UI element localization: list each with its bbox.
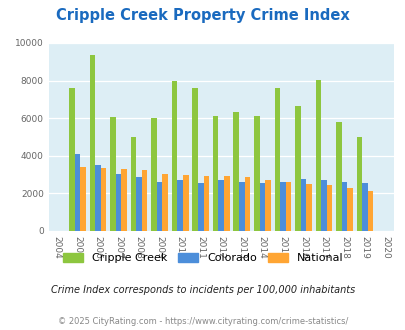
Bar bbox=[80, 167, 85, 231]
Bar bbox=[244, 178, 249, 231]
Bar bbox=[177, 180, 183, 231]
Text: Cripple Creek Property Crime Index: Cripple Creek Property Crime Index bbox=[56, 8, 349, 23]
Bar bbox=[121, 169, 127, 231]
Bar bbox=[224, 177, 229, 231]
Bar bbox=[367, 190, 373, 231]
Bar bbox=[264, 180, 270, 231]
Bar bbox=[239, 182, 244, 231]
Legend: Cripple Creek, Colorado, National: Cripple Creek, Colorado, National bbox=[58, 248, 347, 268]
Bar bbox=[156, 182, 162, 231]
Bar bbox=[326, 185, 331, 231]
Bar bbox=[233, 113, 239, 231]
Bar bbox=[198, 183, 203, 231]
Bar bbox=[285, 182, 290, 231]
Bar bbox=[356, 137, 361, 231]
Bar bbox=[130, 137, 136, 231]
Bar bbox=[213, 116, 218, 231]
Bar bbox=[136, 178, 141, 231]
Bar bbox=[95, 165, 100, 231]
Bar bbox=[115, 174, 121, 231]
Bar bbox=[162, 174, 168, 231]
Bar bbox=[315, 80, 320, 231]
Bar bbox=[110, 117, 115, 231]
Bar bbox=[183, 175, 188, 231]
Text: Crime Index corresponds to incidents per 100,000 inhabitants: Crime Index corresponds to incidents per… bbox=[51, 285, 354, 295]
Bar bbox=[100, 168, 106, 231]
Bar bbox=[341, 182, 346, 231]
Bar bbox=[254, 116, 259, 231]
Bar bbox=[274, 88, 279, 231]
Bar bbox=[203, 176, 209, 231]
Bar bbox=[346, 188, 352, 231]
Bar bbox=[305, 184, 311, 231]
Bar bbox=[335, 122, 341, 231]
Bar bbox=[141, 170, 147, 231]
Bar bbox=[218, 180, 224, 231]
Bar bbox=[300, 179, 305, 231]
Bar bbox=[294, 106, 300, 231]
Bar bbox=[259, 183, 264, 231]
Bar bbox=[361, 183, 367, 231]
Bar bbox=[69, 88, 75, 231]
Bar bbox=[320, 180, 326, 231]
Bar bbox=[75, 154, 80, 231]
Bar bbox=[192, 88, 198, 231]
Bar bbox=[171, 82, 177, 231]
Text: © 2025 CityRating.com - https://www.cityrating.com/crime-statistics/: © 2025 CityRating.com - https://www.city… bbox=[58, 317, 347, 326]
Bar bbox=[279, 182, 285, 231]
Bar bbox=[90, 55, 95, 231]
Bar bbox=[151, 118, 156, 231]
